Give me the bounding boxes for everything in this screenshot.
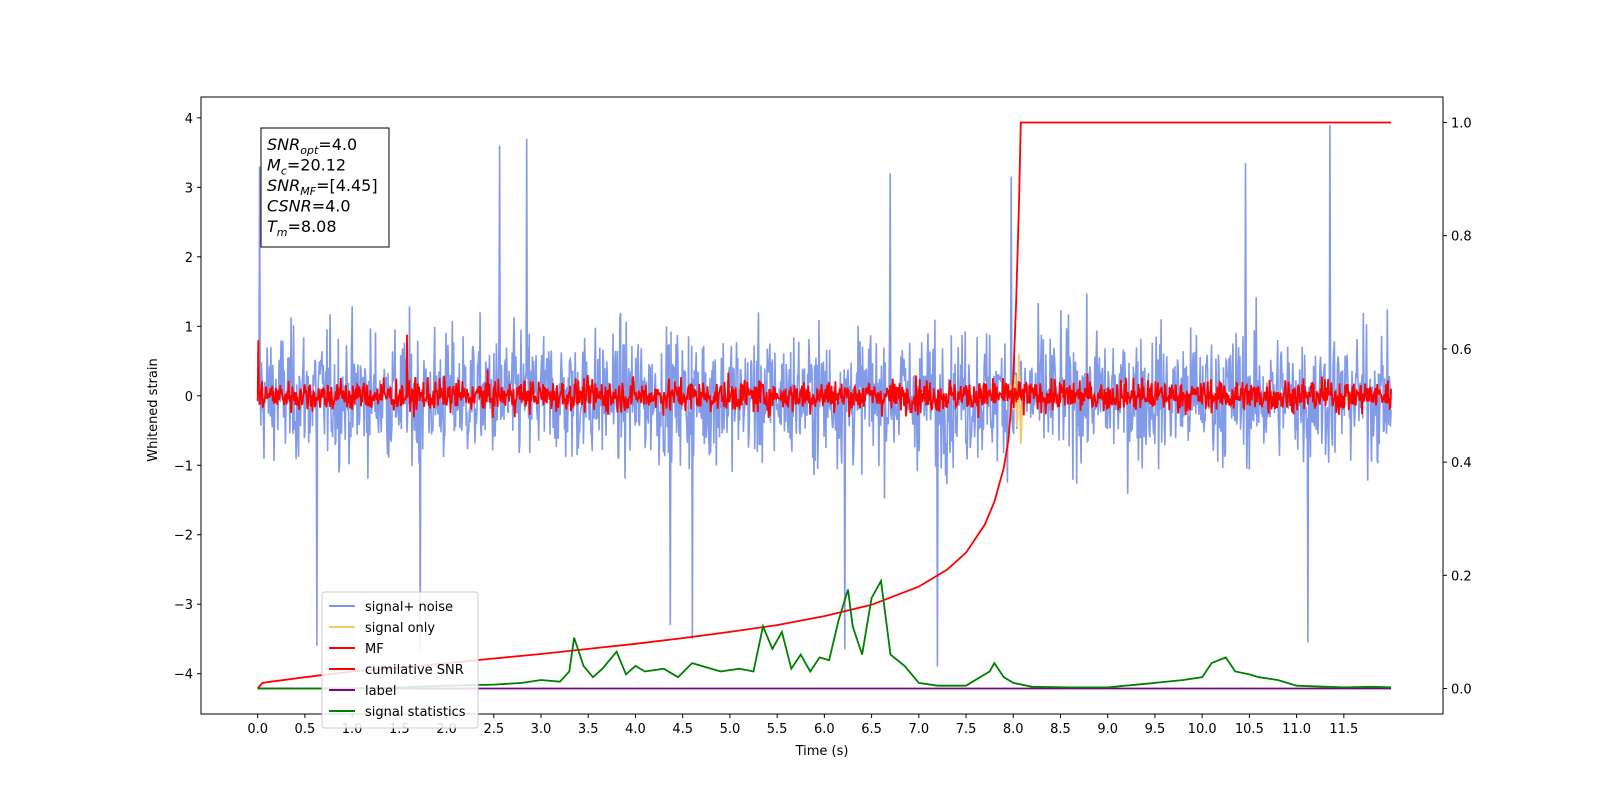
x-tick-label: 7.0 [908,722,929,737]
x-tick-label: 6.5 [861,722,882,737]
legend-label: cumilative SNR [365,663,464,678]
y-left-tick-label: 4 [185,112,193,127]
x-tick-label: 2.5 [483,722,504,737]
y-axis-label: Whitened strain [146,358,161,461]
y-right-tick-label: 0.8 [1451,230,1472,245]
annotation-frame [260,127,390,248]
legend-frame [321,591,479,729]
y-left-tick-label: 2 [185,251,193,266]
x-tick-label: 4.0 [625,722,646,737]
x-tick-label: 9.5 [1145,722,1166,737]
y-right-tick-label: 0.2 [1451,569,1472,584]
y-left-tick-label: −4 [174,668,193,683]
annotation-line: Tm=8.08 [267,217,337,239]
x-tick-label: 4.5 [672,722,693,737]
legend-label: label [365,684,396,699]
x-tick-label: 7.5 [956,722,977,737]
x-axis-label: Time (s) [795,744,849,759]
y-left-tick-label: 0 [185,390,193,405]
y-axis-left-ticks: 4 3 2 1 0 −1 −2 −3 −4 [174,112,201,683]
legend-label: signal+ noise [365,600,453,615]
series-line-signal-noise [256,124,1392,667]
x-tick-label: 10.5 [1235,722,1264,737]
annotation-line: SNRMF=[4.45] [267,176,378,198]
legend: signal+ noise signal only MF cumilative SNR… [321,591,479,729]
series-line-signal-statistics [257,578,1392,690]
x-tick-label: 0.5 [295,722,316,737]
legend-label: signal statistics [365,705,466,720]
y-left-tick-label: 1 [185,320,193,335]
y-left-tick-label: −3 [174,598,193,613]
x-tick-label: 11.0 [1282,722,1311,737]
x-tick-label: 3.0 [531,722,552,737]
y-right-tick-label: 0.6 [1451,343,1472,358]
y-right-tick-label: 0.0 [1451,683,1472,698]
x-tick-label: 8.5 [1050,722,1071,737]
x-tick-label: 5.5 [767,722,788,737]
x-tick-label: 9.0 [1097,722,1118,737]
stats-annotation-box: SNRopt=4.0Mc=20.12SNRMF=[4.45]CSNR=4.0Tm… [260,127,390,248]
axes-frame [200,96,1444,715]
y-left-tick-label: −1 [174,459,193,474]
x-tick-label: 0.0 [247,722,268,737]
y-left-tick-label: −2 [174,529,193,544]
x-tick-label: 8.0 [1003,722,1024,737]
annotation-line: CSNR=4.0 [267,197,351,216]
legend-label: MF [365,642,384,657]
y-left-tick-label: 3 [185,181,193,196]
x-tick-label: 11.5 [1329,722,1358,737]
series-line-mf [256,334,1392,419]
x-tick-label: 10.0 [1188,722,1217,737]
legend-label: signal only [365,621,435,636]
annotation-line: SNRopt=4.0 [267,135,357,157]
y-right-tick-label: 0.4 [1451,456,1472,471]
y-right-tick-label: 1.0 [1451,116,1472,131]
x-tick-label: 3.5 [578,722,599,737]
y-axis-right-ticks: 1.0 0.8 0.6 0.4 0.2 0.0 [1443,116,1472,698]
x-tick-label: 5.0 [720,722,741,737]
x-axis-ticks: 0.0 0.5 1.0 1.5 2.0 2.5 3.0 3.5 4.0 4.5 5.0 5.5 6.0 6… [247,714,1358,737]
annotation-line: Mc=20.12 [267,156,346,178]
x-tick-label: 6.0 [814,722,835,737]
